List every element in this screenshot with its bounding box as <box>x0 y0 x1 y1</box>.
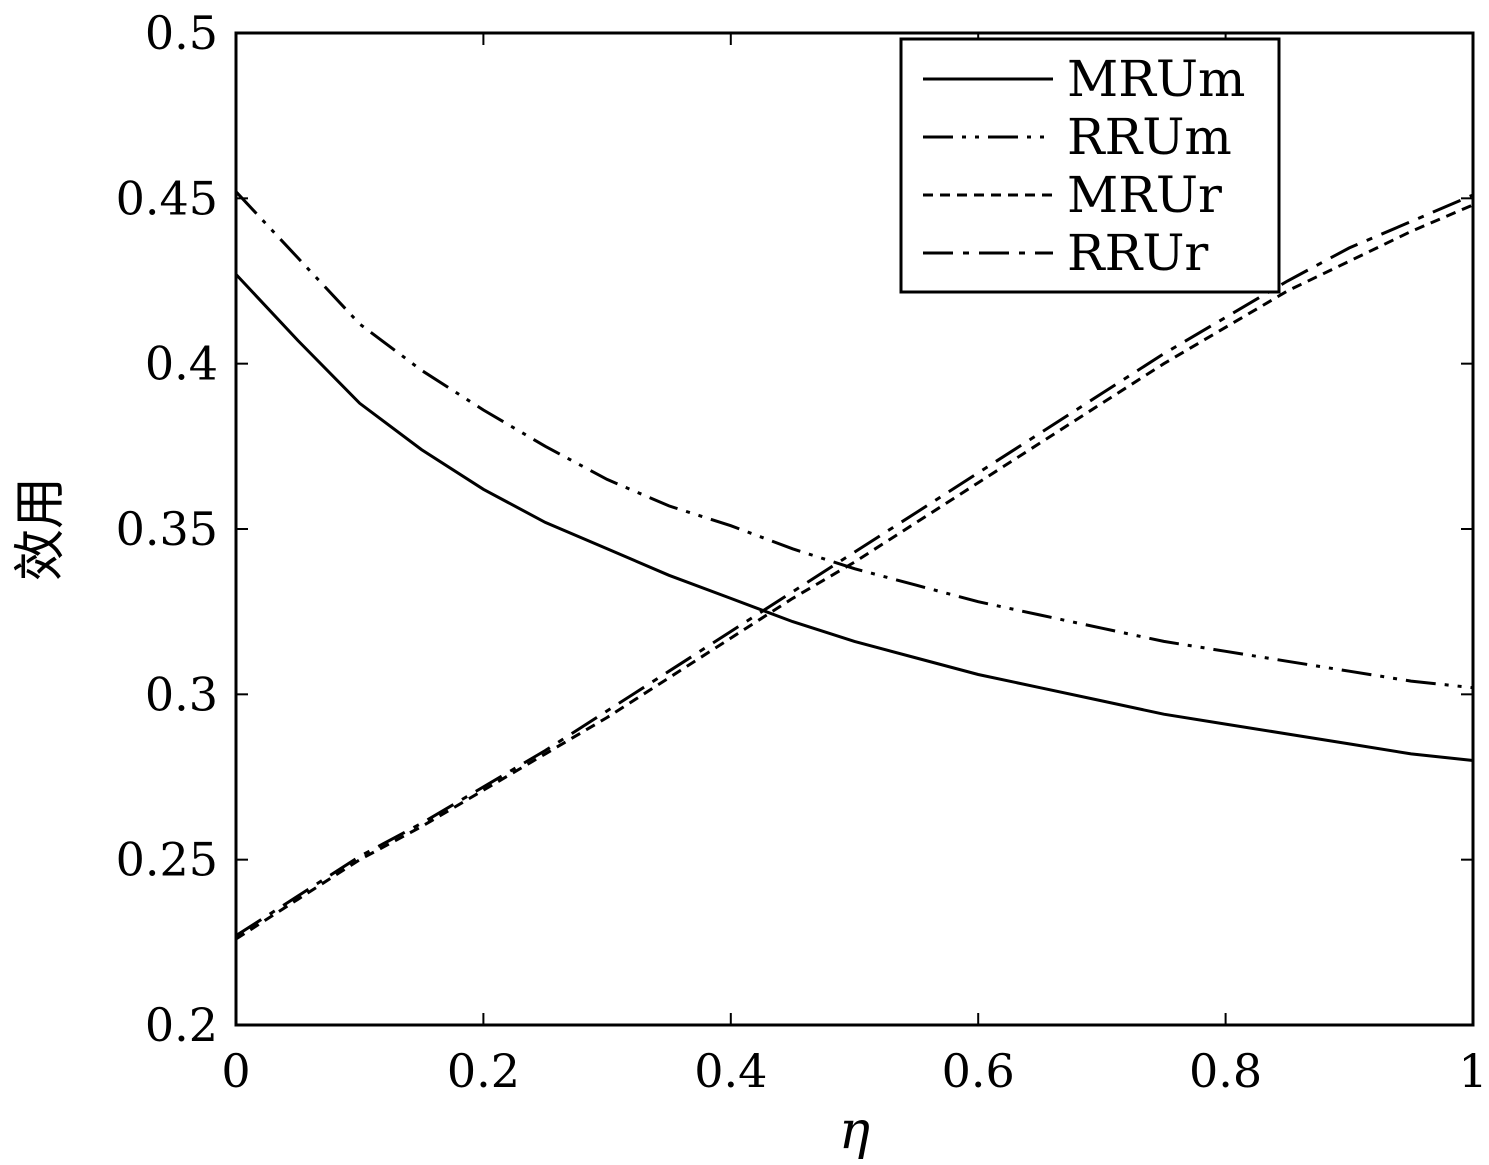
series-line-rrur <box>235 193 1474 937</box>
legend-label-rrum: RRUm <box>1067 108 1232 166</box>
y-tick-label: 0.35 <box>116 502 218 556</box>
tick-layer: 0 0.2 0.4 0.6 0.8 10.20.250.30.350.40.450.5 <box>116 6 1488 1098</box>
series-line-mrur <box>235 203 1474 941</box>
legend-label-mrur: MRUr <box>1067 166 1222 224</box>
x-tick-label: 0.6 <box>942 1044 1015 1098</box>
legend-label-mrum: MRUm <box>1067 50 1245 108</box>
y-axis-title: 效用 <box>11 477 71 581</box>
series-line-mrum <box>234 273 1474 762</box>
y-tick-label: 0.5 <box>145 6 218 60</box>
y-tick-label: 0.45 <box>116 171 218 225</box>
x-tick-label: 1 <box>1458 1044 1487 1098</box>
y-tick-label: 0.4 <box>145 337 218 391</box>
series-layer <box>234 190 1474 941</box>
legend-box <box>899 37 1281 294</box>
y-tick-label: 0.2 <box>145 998 218 1052</box>
x-tick-label: 0 <box>221 1044 250 1098</box>
y-tick-label: 0.3 <box>145 667 218 721</box>
y-tick-label: 0.25 <box>116 833 218 887</box>
x-tick-label: 0.8 <box>1189 1044 1262 1098</box>
series-line-rrum <box>234 190 1474 690</box>
legend-label-rrur: RRUr <box>1067 224 1208 282</box>
x-tick-label: 0.2 <box>447 1044 520 1098</box>
x-tick-label: 0.4 <box>694 1044 767 1098</box>
x-axis-title: η <box>839 1101 870 1161</box>
